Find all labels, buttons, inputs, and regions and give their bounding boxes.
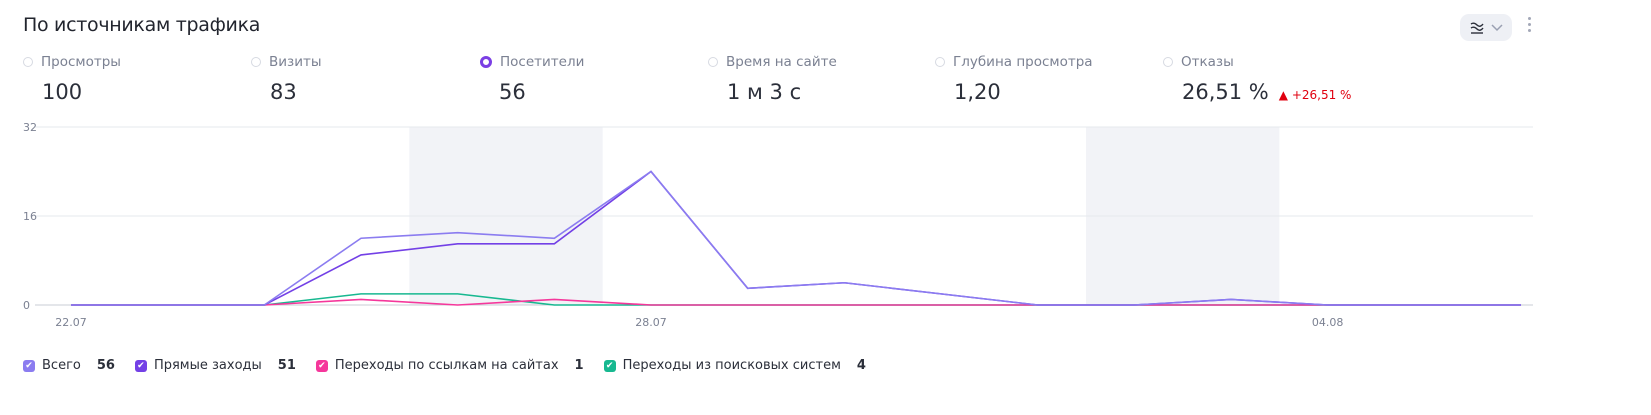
- series-line-0: [71, 170, 1521, 306]
- metric-0[interactable]: Просмотры 100: [23, 54, 121, 104]
- more-menu-icon[interactable]: [1524, 14, 1534, 40]
- legend-label: Переходы из поисковых систем: [622, 358, 841, 373]
- y-tick-label: 0: [23, 299, 30, 312]
- legend-item[interactable]: ✔ Переходы из поисковых систем 4: [603, 358, 866, 373]
- chart-type-dropdown[interactable]: [1460, 14, 1512, 41]
- metric-label: Отказы: [1181, 54, 1234, 70]
- x-tick-label: 28.07: [635, 316, 667, 329]
- y-tick-label: 16: [23, 210, 37, 223]
- metric-label: Визиты: [269, 54, 322, 70]
- metric-radio[interactable]: [23, 57, 33, 67]
- metric-5[interactable]: Отказы 26,51 % ▲ +26,51 %: [1163, 54, 1351, 104]
- metric-delta-value: +26,51 %: [1291, 88, 1352, 102]
- metric-label: Глубина просмотра: [953, 54, 1093, 70]
- y-tick-label: 32: [23, 121, 37, 134]
- legend-item[interactable]: ✔ Переходы по ссылкам на сайтах 1: [315, 358, 584, 373]
- chart-lines-icon: [1470, 22, 1484, 34]
- metric-radio[interactable]: [935, 57, 945, 67]
- legend-total: 1: [574, 358, 584, 373]
- metric-radio[interactable]: [251, 57, 261, 67]
- legend-label: Прямые заходы: [153, 358, 262, 373]
- legend-total: 4: [856, 358, 866, 373]
- metric-value: 83: [270, 80, 297, 104]
- metric-delta: ▲ +26,51 %: [1279, 88, 1352, 102]
- legend-item[interactable]: ✔ Прямые заходы 51: [134, 358, 296, 373]
- metric-value: 1 м 3 с: [727, 80, 802, 104]
- checkbox-checked-icon[interactable]: ✔: [315, 359, 328, 372]
- checkbox-checked-icon[interactable]: ✔: [134, 359, 147, 372]
- metric-4[interactable]: Глубина просмотра 1,20: [935, 54, 1093, 104]
- metric-value: 56: [499, 80, 526, 104]
- metric-value: 1,20: [954, 80, 1001, 104]
- metric-2[interactable]: Посетители 56: [480, 54, 584, 104]
- metric-label: Посетители: [500, 54, 585, 70]
- metric-radio[interactable]: [1163, 57, 1173, 67]
- legend-total: 51: [277, 358, 296, 373]
- legend-label: Переходы по ссылкам на сайтах: [334, 358, 559, 373]
- metric-radio[interactable]: [480, 56, 492, 68]
- metric-radio[interactable]: [708, 57, 718, 67]
- metric-1[interactable]: Визиты 83: [251, 54, 322, 104]
- series-line-2: [71, 298, 1521, 306]
- metric-label: Просмотры: [41, 54, 121, 70]
- metric-label: Время на сайте: [726, 54, 837, 70]
- arrow-up-icon: ▲: [1278, 88, 1288, 102]
- checkbox-checked-icon[interactable]: ✔: [23, 359, 35, 372]
- legend-label: Всего: [42, 358, 81, 373]
- line-chart: 0 16 32 22.07 28.07 04.08: [23, 121, 1533, 329]
- chevron-down-icon: [1491, 23, 1503, 31]
- chart-legend: ✔ Всего 56 ✔ Прямые заходы 51 ✔ Переходы по ссы…: [23, 358, 886, 373]
- metric-3[interactable]: Время на сайте 1 м 3 с: [708, 54, 837, 104]
- x-tick-label: 22.07: [55, 316, 87, 329]
- legend-item[interactable]: ✔ Всего 56: [23, 358, 115, 373]
- widget-title: По источникам трафика: [23, 14, 261, 36]
- checkbox-checked-icon[interactable]: ✔: [603, 359, 616, 372]
- x-tick-label: 04.08: [1312, 316, 1344, 329]
- legend-total: 56: [96, 358, 115, 373]
- metric-value: 26,51 %: [1182, 80, 1269, 104]
- metric-value: 100: [42, 80, 83, 104]
